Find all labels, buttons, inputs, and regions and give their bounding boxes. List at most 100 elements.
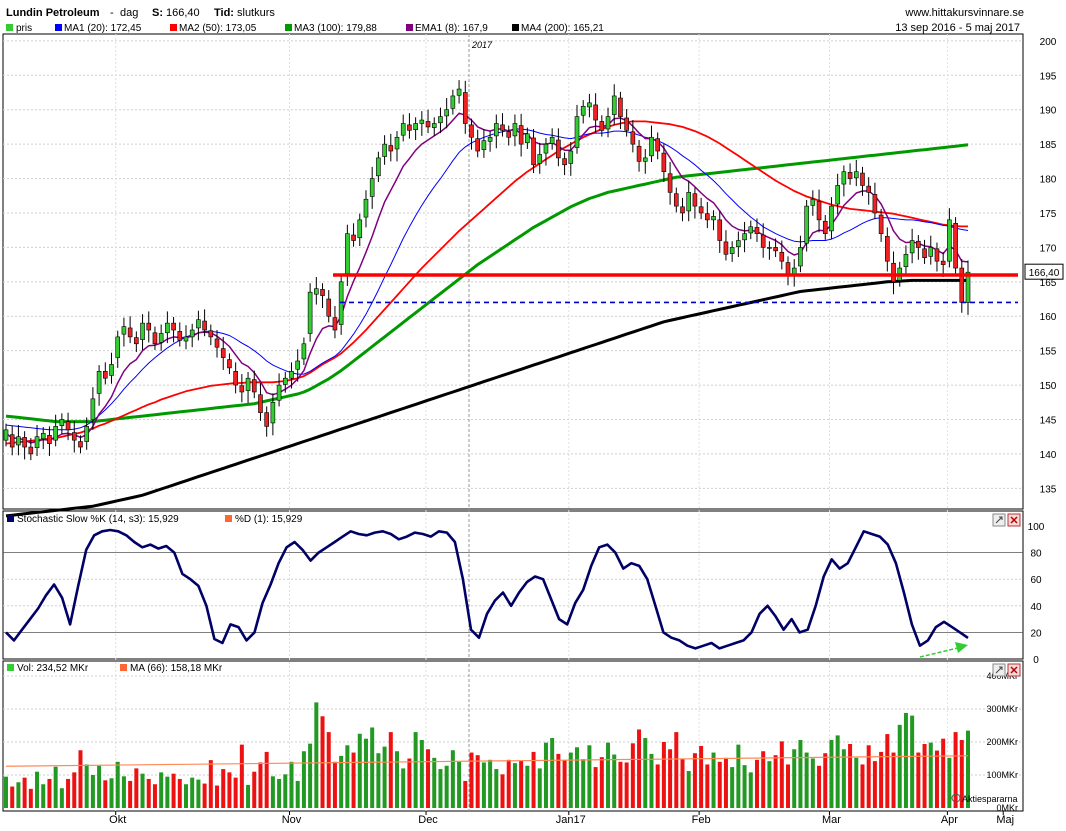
volume-bar (475, 755, 480, 808)
volume-bar (593, 767, 598, 808)
site-url[interactable]: www.hittakursvinnare.se (904, 7, 1024, 19)
volume-bar (761, 751, 766, 808)
divergence-arrow-line (919, 646, 963, 658)
volume-bar (742, 765, 747, 808)
candle-body (947, 219, 952, 262)
volume-bar (848, 743, 853, 808)
stochastic-panel-frame (2, 510, 1024, 660)
candle-body (264, 412, 269, 427)
price-levels (333, 273, 1018, 304)
volume-ma-line (5, 755, 969, 767)
volume-bar (928, 742, 933, 808)
price-tick-label: 180 (1040, 175, 1057, 186)
watermark-text: Aktiespararna (962, 794, 1018, 804)
candle-body (109, 364, 114, 376)
candle-body (909, 240, 915, 254)
candle-body (431, 123, 437, 128)
volume-bar (277, 778, 282, 808)
candle-body (189, 329, 195, 338)
volume-bar (121, 776, 126, 808)
candle-body (649, 136, 654, 157)
price-tick-label: 165 (1040, 278, 1057, 289)
volume-bar (196, 779, 201, 808)
candle-body (729, 247, 735, 254)
candle-body (562, 158, 567, 166)
legend-swatch-ma2 (170, 24, 177, 31)
candle-body (531, 137, 536, 166)
volume-bar (227, 772, 232, 808)
candle-body (295, 360, 301, 370)
volume-bar (376, 753, 381, 808)
candle-body (183, 336, 189, 342)
candle-body (853, 171, 859, 179)
volume-bar (606, 742, 611, 808)
volume-bar (103, 780, 108, 808)
candle-body (208, 330, 214, 338)
candle-body (282, 377, 288, 385)
volume-bar (537, 768, 542, 808)
candle-body (742, 233, 747, 241)
volume-bar (270, 776, 275, 808)
volume-bar (432, 757, 437, 808)
stochastic-tick-label: 60 (1030, 575, 1042, 586)
volume-bar (171, 773, 176, 808)
candle-body (450, 95, 456, 109)
volume-bar (488, 759, 493, 808)
volume-bar (903, 712, 908, 808)
volume-bar (829, 740, 834, 808)
volume-bar (891, 752, 896, 808)
candle-body (289, 371, 294, 379)
x-axis: Okt Nov Dec Jan17 Feb Mar Apr Maj (109, 811, 1014, 826)
candle-body (680, 206, 685, 214)
candle-body (829, 205, 834, 232)
candle-body (928, 247, 934, 257)
volume-bar (723, 757, 728, 808)
volume-bar (35, 771, 40, 808)
stochastic-tick-label: 80 (1030, 549, 1042, 560)
volume-bar (599, 757, 604, 808)
volume-bar (872, 761, 877, 808)
volume-bar (686, 771, 691, 808)
ma4-line (5, 278, 968, 518)
candle-body (661, 152, 667, 172)
volume-bar (438, 769, 443, 808)
candle-body (754, 227, 760, 234)
ma3-line (5, 143, 969, 424)
candle-body (394, 136, 400, 150)
candle-body (419, 119, 425, 124)
candle-body (686, 192, 692, 212)
legend-swatch-pris (6, 24, 13, 31)
volume-bar (953, 732, 958, 808)
volume-bar (72, 772, 77, 808)
legend-ema1: EMA1 (8): 167,9 (415, 23, 488, 34)
volume-bar (661, 742, 666, 808)
volume-bar (351, 752, 356, 808)
volume-bar (637, 729, 642, 808)
volume-bar (674, 732, 679, 808)
candle-body (618, 97, 623, 117)
volume-bar (699, 745, 704, 808)
candle-body (9, 434, 15, 448)
candle-body (400, 123, 406, 136)
legend-swatch-ma4 (512, 24, 519, 31)
candle-body (512, 123, 518, 137)
candle-body (314, 288, 319, 295)
candle-body (158, 333, 164, 343)
volume-bar (146, 778, 151, 808)
candle-body (748, 226, 754, 234)
candle-body (140, 322, 145, 340)
volume-bar (208, 760, 213, 808)
candle-body (71, 432, 77, 441)
candle-body (227, 359, 232, 369)
price-tick-label: 175 (1040, 209, 1057, 220)
volume-bar (736, 744, 741, 808)
volume-bar (860, 764, 865, 808)
volume-bar (531, 751, 536, 808)
candle-body (146, 322, 152, 331)
volume-bar (339, 755, 344, 808)
volume-bar (66, 778, 71, 808)
volume-bar (444, 765, 449, 808)
candle-body (940, 260, 946, 265)
candle-body (233, 371, 238, 386)
candle-body (860, 172, 865, 186)
